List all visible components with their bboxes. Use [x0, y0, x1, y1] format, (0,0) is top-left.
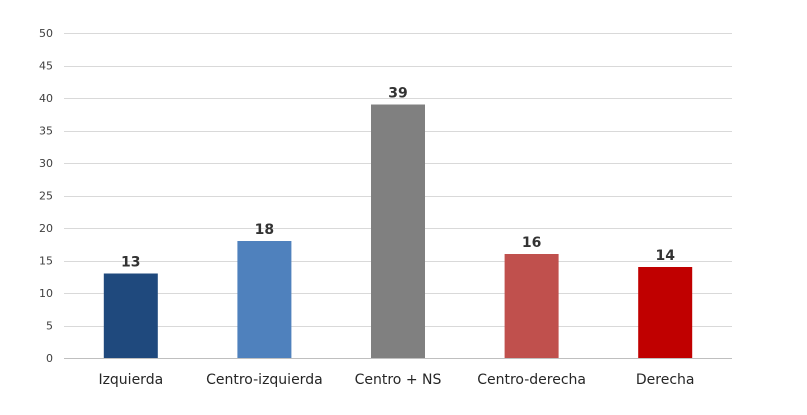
bar-centro-izquierda [237, 241, 292, 358]
bar-izquierda [103, 273, 158, 358]
data-label: 16 [522, 235, 541, 251]
bar-centro-ns [371, 104, 425, 358]
y-tick-label: 10 [39, 287, 53, 300]
y-tick-label: 25 [39, 190, 53, 203]
y-tick-label: 20 [39, 222, 53, 235]
x-category-label: Centro-izquierda [206, 372, 323, 388]
data-label: 13 [121, 255, 140, 271]
y-tick-label: 5 [46, 320, 53, 333]
y-tick-label: 0 [46, 352, 53, 365]
x-category-label: Izquierda [98, 372, 163, 388]
bar-centro-derecha [504, 254, 559, 358]
y-tick-label: 15 [39, 255, 53, 268]
x-axis-categories: Izquierda Centro-izquierda Centro + NS Cent… [98, 372, 694, 388]
y-tick-label: 40 [39, 92, 53, 105]
x-category-label: Centro + NS [355, 372, 442, 388]
y-axis-ticks: 0 5 10 15 20 25 30 35 40 45 50 [39, 27, 53, 365]
data-label: 39 [388, 86, 407, 102]
bar-derecha [638, 267, 693, 358]
bars [103, 104, 693, 358]
data-labels: 13 18 39 16 14 [121, 86, 675, 271]
y-tick-label: 50 [39, 27, 53, 40]
y-tick-label: 35 [39, 125, 53, 138]
y-tick-label: 45 [39, 60, 53, 73]
data-label: 18 [255, 222, 274, 238]
data-label: 14 [655, 248, 675, 264]
y-tick-label: 30 [39, 157, 53, 170]
x-category-label: Derecha [636, 372, 695, 388]
x-category-label: Centro-derecha [477, 372, 586, 388]
